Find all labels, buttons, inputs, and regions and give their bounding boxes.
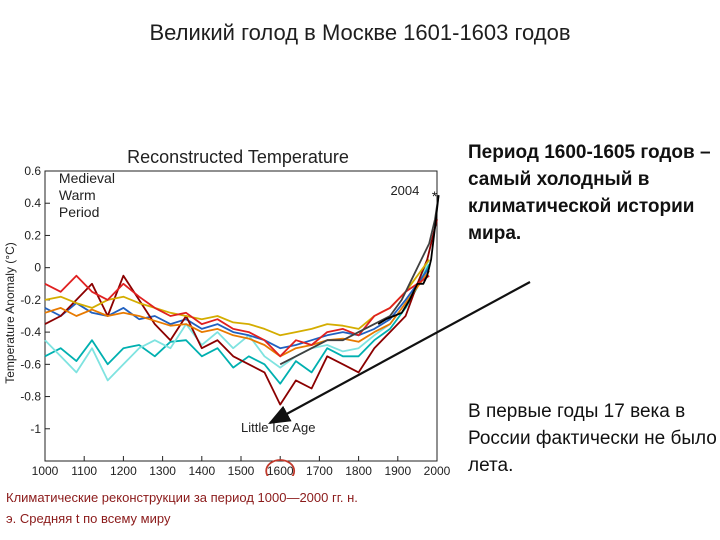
x-tick-label: 1200 [110,464,137,476]
y-tick-label: -0.8 [20,390,41,404]
temperature-chart-svg: Reconstructed Temperature Temperature An… [3,147,450,476]
x-tick-label: 1800 [345,464,372,476]
y-tick-label: 0.6 [24,164,41,178]
y-tick-label: -0.2 [20,293,41,307]
slide-title: Великий голод в Москве 1601-1603 годов [149,20,571,45]
right-plain-statement: В первые годы 17 века в России фактическ… [468,401,717,476]
temperature-chart: Reconstructed Temperature Temperature An… [0,143,450,476]
x-tick-label: 1700 [306,464,333,476]
x-tick-label: 1100 [71,464,97,476]
series-line [44,263,430,385]
right-bold-statement: Период 1600-1605 годов – самый холодный … [468,142,711,244]
figure-caption: Климатические реконструкции за период 10… [6,490,358,526]
y-tick-label: -0.6 [20,357,41,371]
y-tick-label: -1 [30,422,41,436]
x-tick-label: 1000 [32,464,59,476]
x-tick-label: 1400 [188,464,215,476]
x-tick-label: 1600 [267,464,294,476]
x-tick-label: 2000 [424,464,450,476]
chart-title: Reconstructed Temperature [127,147,349,167]
x-tick-label: 1300 [149,464,176,476]
annotation-2004: 2004 [390,183,419,198]
chart-y-axis-label: Temperature Anomaly (°C) [3,242,17,384]
highlight-circle [265,459,296,476]
y-tick-label: 0.2 [24,228,41,242]
series-line [44,219,438,406]
y-tick-label: -0.4 [20,325,41,339]
x-tick-label: 1500 [228,464,255,476]
star-marker: * [432,188,438,204]
x-tick-label: 1900 [384,464,411,476]
y-tick-label: 0.4 [24,196,41,210]
annotation-medieval: Medieval Warm Period [59,170,115,220]
annotation-little-ice-age: Little Ice Age [241,420,315,435]
y-tick-label: 0 [34,261,41,275]
